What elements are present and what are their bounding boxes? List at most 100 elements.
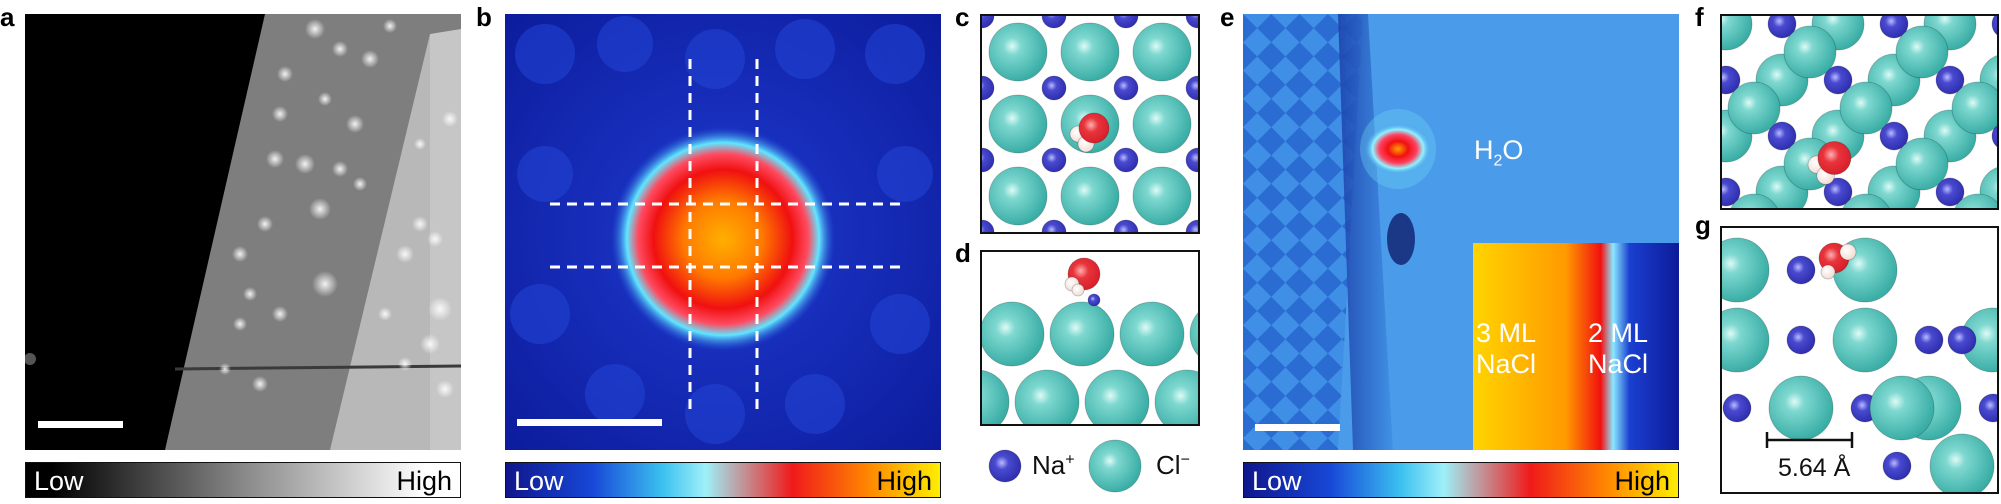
colorbar-e-high: High xyxy=(1614,466,1670,496)
chloride-ion xyxy=(1119,301,1185,367)
sodium-ion xyxy=(1786,325,1816,355)
sodium-ion xyxy=(1991,124,1997,148)
chloride-ion xyxy=(1132,22,1192,82)
chloride-ion xyxy=(1783,25,1837,79)
sodium-ion xyxy=(1935,177,1965,207)
step-top-view-model xyxy=(1722,16,1997,208)
sodium-ion xyxy=(988,449,1022,483)
sodium-ion xyxy=(1185,16,1198,29)
nacl-side-view-model xyxy=(982,257,1198,424)
lattice-constant-label: 5.64 Å xyxy=(1778,454,1851,482)
sodium-ion xyxy=(982,16,995,29)
sodium-ion xyxy=(1767,16,1797,39)
chloride-ion xyxy=(1722,16,1753,51)
chloride-ion xyxy=(988,22,1048,82)
legend-na-label: Na+ xyxy=(1032,450,1075,480)
sodium-ion xyxy=(1767,121,1797,151)
sodium-ion xyxy=(1935,65,1965,95)
inset-label-3ml[interactable]: 3 ML NaCl xyxy=(1476,318,1536,380)
panel-label-c: c xyxy=(955,2,970,32)
sodium-ion xyxy=(1879,121,1909,151)
chloride-ion xyxy=(1954,193,1997,208)
chloride-ion xyxy=(982,369,1010,424)
chloride-ion xyxy=(1730,193,1778,208)
inset-label-3ml-line2: NaCl xyxy=(1476,349,1537,379)
hydrogen-atom xyxy=(1820,264,1836,280)
chloride-ion xyxy=(1189,312,1198,356)
sodium-ion xyxy=(1185,147,1198,173)
colorbar-b-low: Low xyxy=(514,466,564,496)
chloride-ion xyxy=(1722,307,1770,373)
scale-bar xyxy=(517,419,662,426)
sodium-ion xyxy=(1113,16,1139,29)
sodium-ion xyxy=(1041,219,1067,232)
topography-terraces xyxy=(25,14,461,450)
dashed-guides xyxy=(550,59,900,409)
scale-bar xyxy=(1255,424,1340,431)
colorbar-gray-low: Low xyxy=(34,466,84,496)
legend-cl-label: Cl− xyxy=(1156,450,1190,480)
inset-label-2ml-line1: 2 ML xyxy=(1588,318,1649,348)
sodium-ion xyxy=(1879,16,1909,39)
chloride-ion xyxy=(1088,439,1142,493)
nacl-top-view-model xyxy=(982,16,1198,232)
water-molecule-label: H2O xyxy=(1474,135,1524,170)
chloride-ion xyxy=(1768,375,1834,441)
sodium-ion xyxy=(1786,255,1816,285)
molecule-heatmap xyxy=(505,14,941,450)
sodium-ion xyxy=(982,75,995,101)
sodium-ion xyxy=(1041,75,1067,101)
sodium-ion xyxy=(1722,177,1741,207)
colorbar-e-low: Low xyxy=(1252,466,1302,496)
panel-label-d: d xyxy=(955,238,971,268)
sodium-ion xyxy=(1113,147,1139,173)
sodium-ion xyxy=(1823,177,1853,207)
hydrogen-atom xyxy=(1071,283,1085,297)
chloride-ion xyxy=(1722,237,1770,303)
sodium-ion xyxy=(1041,16,1067,29)
chloride-ion xyxy=(1060,166,1120,226)
sodium-ion xyxy=(1113,219,1139,232)
inset-label-2ml[interactable]: 2 ML NaCl xyxy=(1588,318,1648,380)
step-side-view-model xyxy=(1722,237,1997,492)
sodium-ion xyxy=(1041,147,1067,173)
chloride-ion xyxy=(1842,193,1890,208)
chloride-ion xyxy=(1132,166,1192,226)
sodium-ion xyxy=(1722,393,1752,423)
panel-label-b: b xyxy=(476,2,492,32)
chloride-ion xyxy=(988,166,1048,226)
chloride-ion xyxy=(982,301,1045,367)
colorbar-gray-high: High xyxy=(396,466,452,496)
stm-image-single-molecule xyxy=(505,14,941,450)
sodium-ion xyxy=(1113,75,1139,101)
hydrogen-atom xyxy=(1839,243,1857,261)
colorbar-b-high: High xyxy=(876,466,932,496)
sodium-ion xyxy=(982,147,995,173)
adsorbate-spots xyxy=(219,19,458,398)
model-top-view xyxy=(980,14,1200,234)
chloride-ion xyxy=(1132,94,1192,154)
panel-label-e: e xyxy=(1220,2,1235,32)
chloride-ion xyxy=(1895,25,1949,79)
oxygen-atom xyxy=(1078,112,1110,144)
model-step-side-view: 5.64 Å xyxy=(1720,226,1999,494)
stm-image-topography xyxy=(25,14,461,450)
scale-bar xyxy=(38,421,123,428)
chloride-ion xyxy=(1060,22,1120,82)
colorbar-heat-e: Low High xyxy=(1243,462,1679,498)
panel-label-g: g xyxy=(1695,210,1711,240)
chloride-ion xyxy=(1832,307,1898,373)
model-side-view xyxy=(980,250,1200,426)
sodium-ion xyxy=(1914,325,1944,355)
panel-label-f: f xyxy=(1695,2,1704,32)
sodium-ion xyxy=(1185,75,1198,101)
sodium-ion xyxy=(1882,451,1912,481)
chloride-ion xyxy=(1014,369,1080,424)
chloride-ion xyxy=(1049,301,1115,367)
sodium-ion xyxy=(1823,65,1853,95)
inset-label-3ml-line1: 3 ML xyxy=(1476,318,1537,348)
sodium-ion xyxy=(1185,219,1198,232)
sodium-ion xyxy=(982,219,995,232)
atom-legend xyxy=(988,439,1142,493)
inset-thickness-map xyxy=(1473,243,1679,450)
